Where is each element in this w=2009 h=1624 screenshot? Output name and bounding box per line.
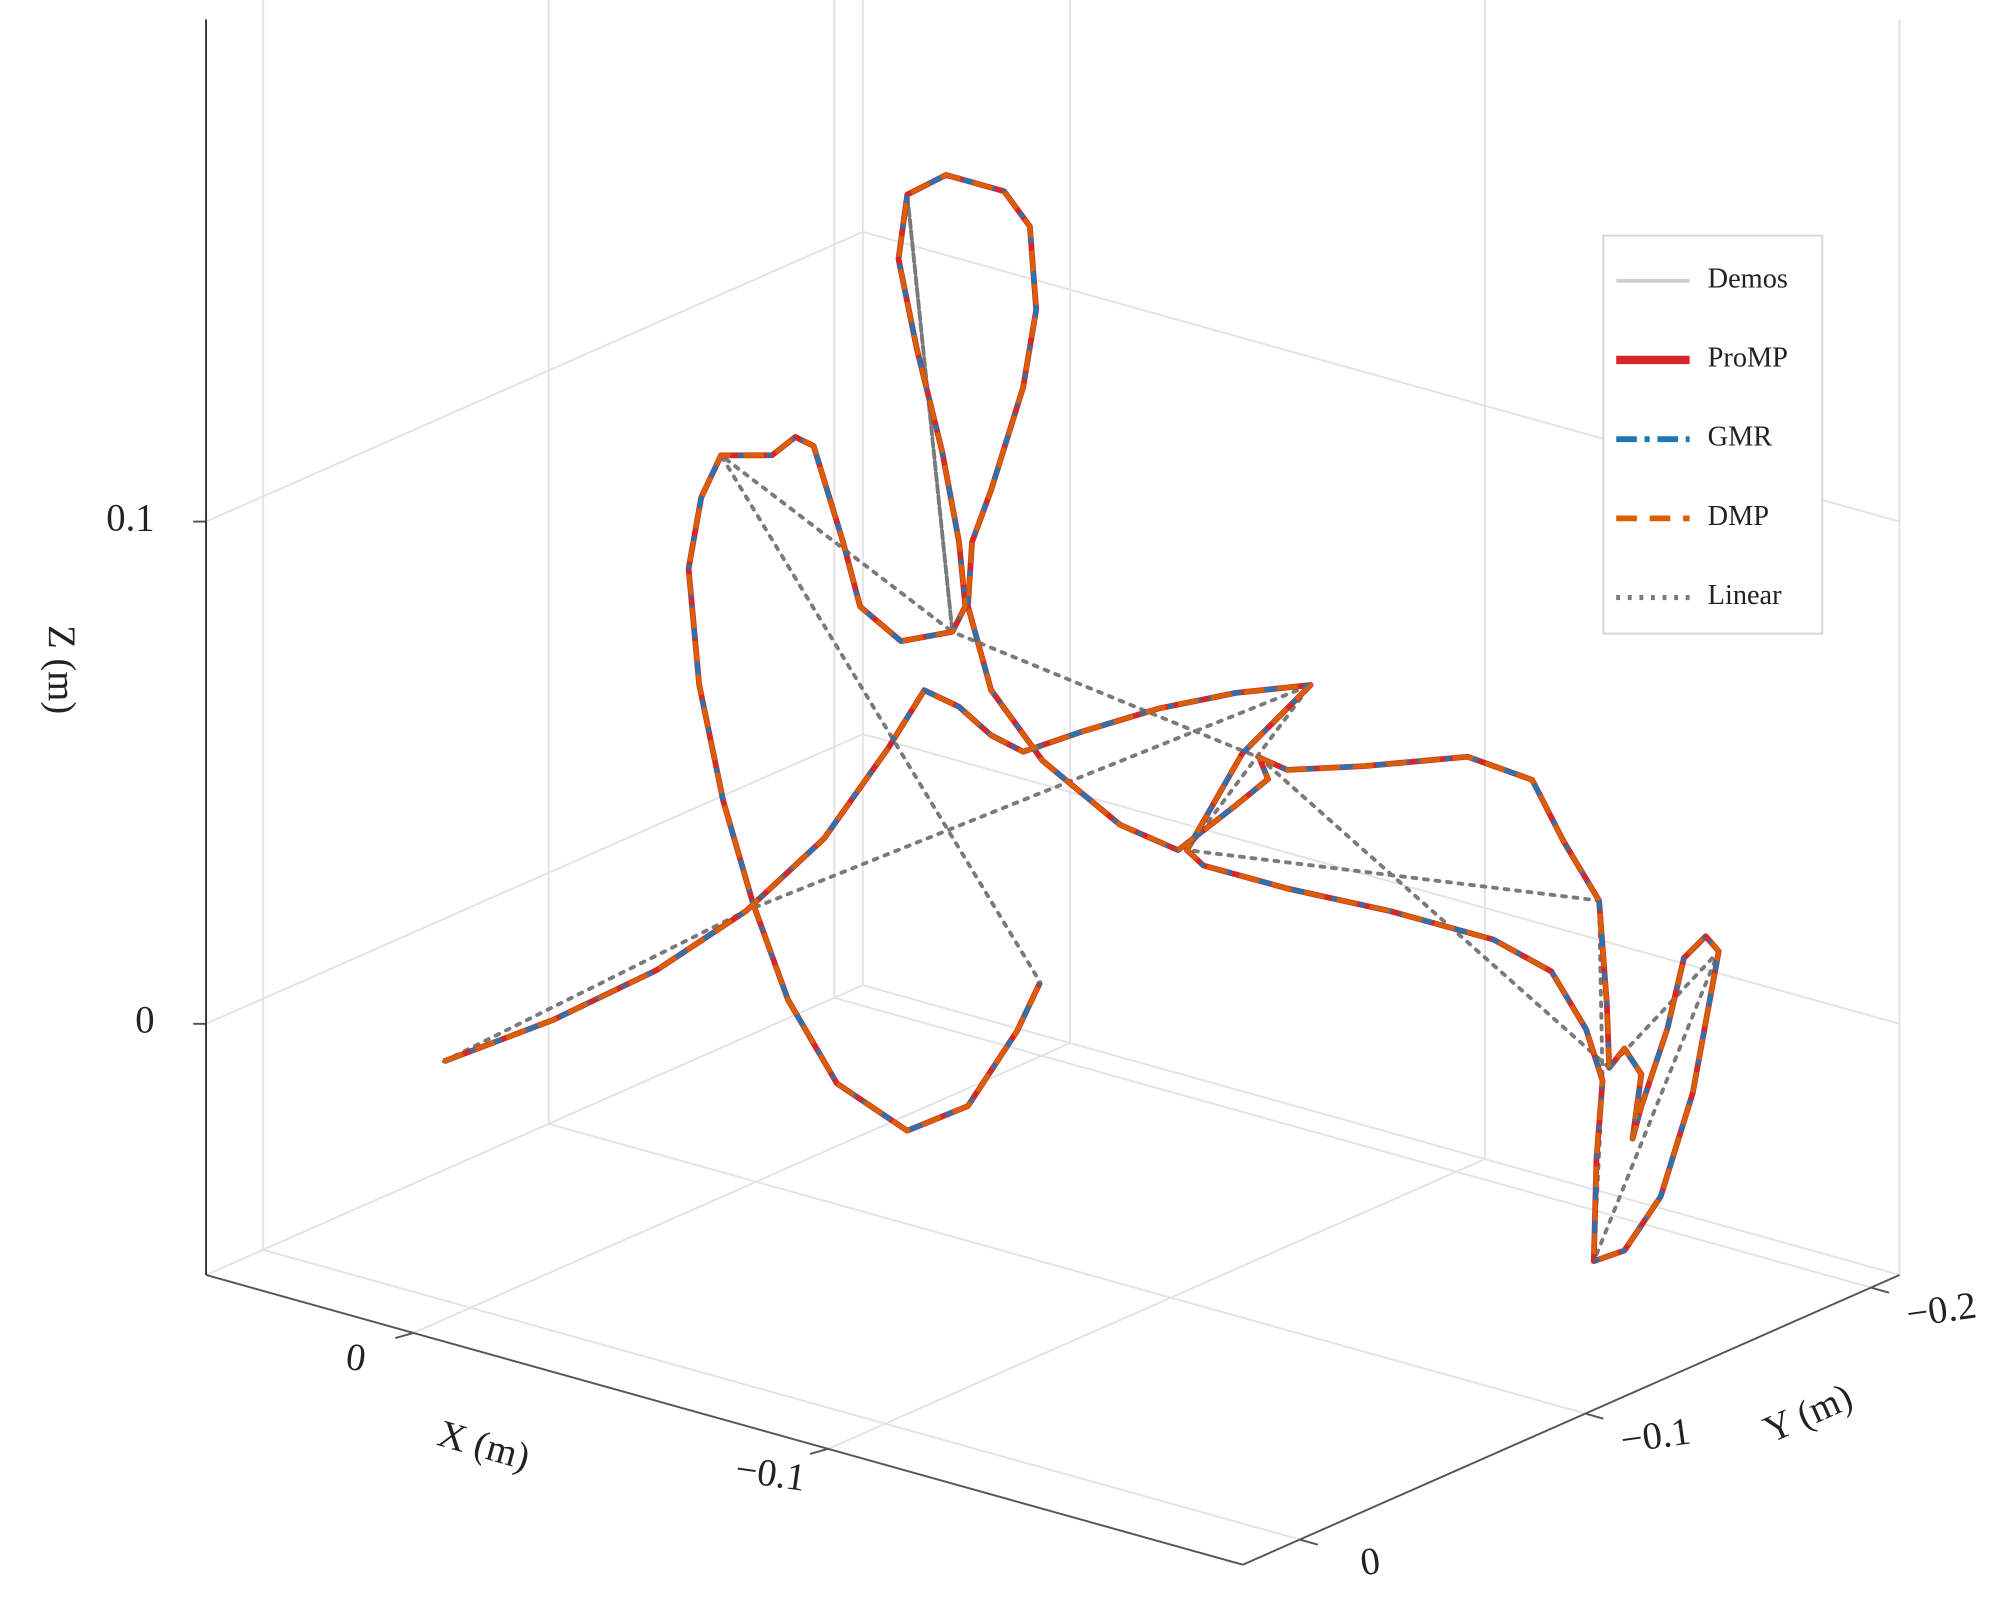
trajectory-line [442,172,1721,1264]
grid-line [834,996,1872,1289]
trajectory-line [441,192,1721,1264]
legend-box [1602,234,1824,635]
legend-label: DMP [1708,501,1769,532]
trajectory-line [443,173,1720,1263]
box-edge [862,984,1900,1276]
tick-mark [1585,1412,1604,1420]
legend-label: Linear [1708,580,1782,611]
legend-label: GMR [1708,422,1773,453]
y-tick-label: −0.2 [1904,1285,1979,1336]
x-tick-label: −0.1 [733,1448,808,1499]
grid-line [413,1042,1071,1334]
y-axis-line [1242,1274,1900,1566]
plot-area [441,172,1722,1265]
z-tick-label: 0.1 [106,497,154,539]
y-tick-label: 0 [1358,1540,1383,1584]
axes-box: 0 −0.1 0 −0.1 −0.2 0 0.1 [106,0,1979,1584]
grid-line [548,1122,1586,1415]
trajectory-line [442,172,1721,1264]
grid-line [205,230,1900,523]
tick-mark [1870,1286,1890,1294]
legend-label: Demos [1708,263,1788,294]
grid-line [262,1248,1301,1541]
tick-mark [809,1447,829,1455]
z-axis-label: Z (m) [40,625,82,714]
legend-label: ProMP [1708,342,1788,373]
legend: Demos ProMP GMR DMP Linear [1602,234,1824,635]
y-tick-label: −0.1 [1618,1411,1693,1462]
x-axis-line [205,1274,1244,1566]
x-axis-label: X (m) [433,1413,534,1479]
trajectory-line [442,172,1722,1265]
y-axis-label: Y (m) [1758,1376,1859,1452]
box-edge [205,984,864,1276]
tick-mark [1299,1538,1319,1546]
x-tick-label: 0 [343,1336,368,1380]
tick-mark [395,1331,414,1340]
grid-line [827,1158,1486,1450]
grid-line [205,733,1900,1025]
z-tick-label: 0 [135,1000,154,1042]
